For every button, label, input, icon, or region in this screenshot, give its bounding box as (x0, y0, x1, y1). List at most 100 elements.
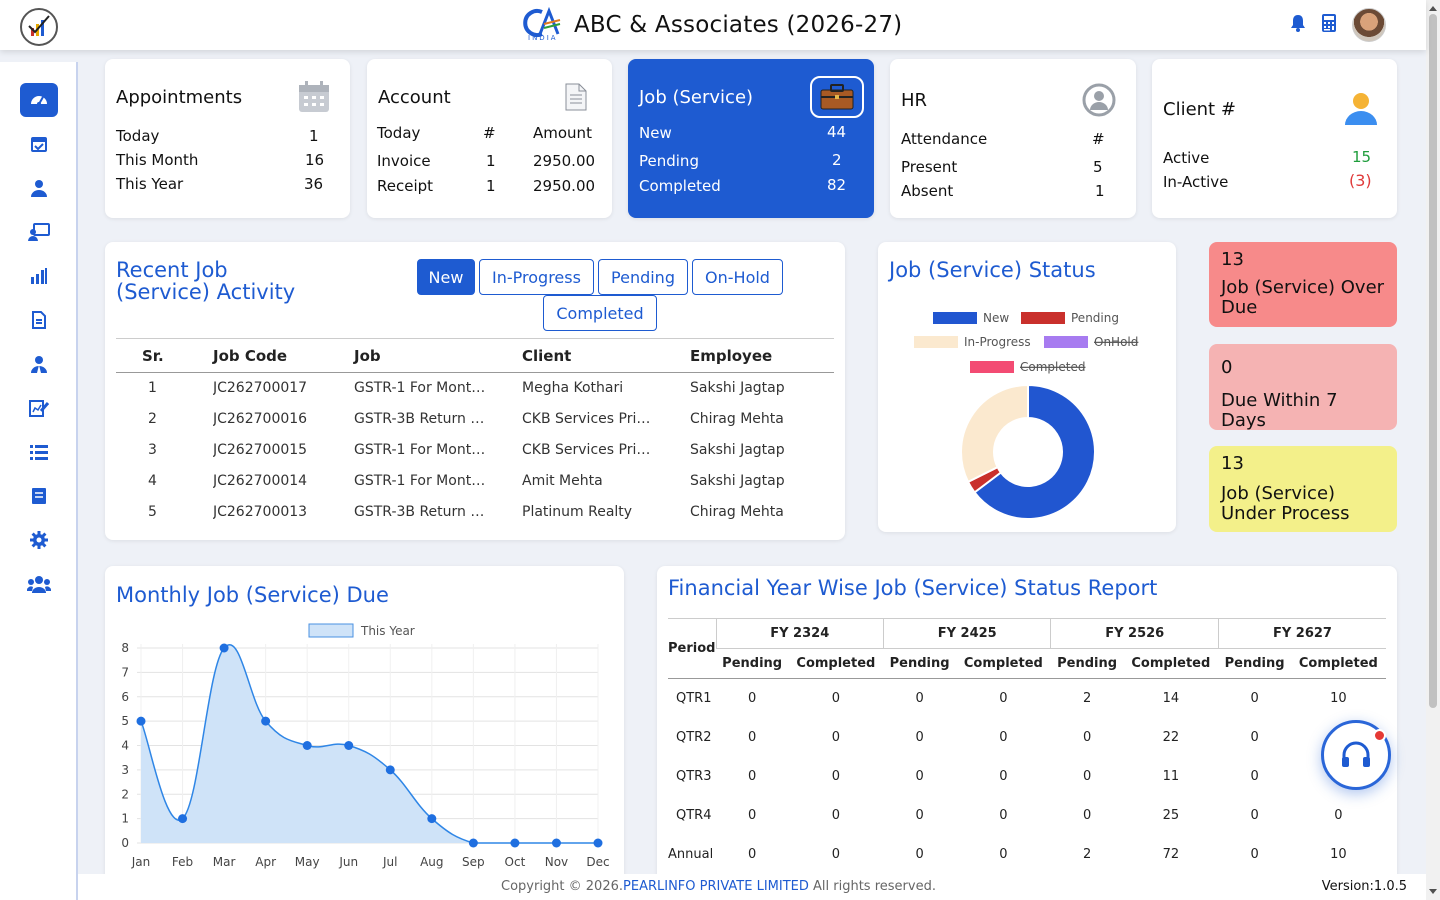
sidebar-item-clients[interactable] (20, 215, 58, 249)
data-point-sep[interactable] (468, 838, 478, 848)
table-row[interactable]: 5 JC262700013 GSTR-3B Return … Platinum Rea… (116, 497, 834, 528)
calculator-icon[interactable] (1322, 14, 1336, 36)
sidebar-item-ledger[interactable] (20, 479, 58, 513)
y-tick-label: 8 (121, 641, 129, 655)
legend-swatch[interactable] (1044, 336, 1088, 348)
table-row[interactable]: 2 JC262700016 GSTR-3B Return … CKB Services… (116, 404, 834, 435)
fy-value-cell: 0 (747, 807, 757, 823)
hr-card[interactable]: HR Attendance # Present 5 Absent 1 (890, 59, 1136, 218)
y-tick-label: 3 (121, 763, 129, 777)
fy-value-cell: 0 (915, 768, 924, 784)
account-count-header: # (483, 124, 496, 142)
tab-pending[interactable]: Pending (598, 259, 688, 295)
alert-due-7-days[interactable]: 0 Due Within 7 Days (1209, 344, 1397, 431)
fy-value-cell: 0 (747, 846, 757, 862)
table-row[interactable]: 4 JC262700014 GSTR-1 For Mont… Amit Mehta Sa… (116, 466, 834, 497)
sidebar-item-employees[interactable] (20, 347, 58, 381)
tab-in-progress[interactable]: In-Progress (479, 259, 594, 295)
client-cell: CKB Services Pri… (522, 442, 651, 458)
scroll-thumb[interactable] (1429, 14, 1437, 708)
data-point-jan[interactable] (136, 716, 146, 726)
alert-overdue[interactable]: 13 Job (Service) Over Due (1209, 242, 1397, 327)
legend-label[interactable]: Pending (1071, 311, 1119, 325)
fy-period-cell: QTR3 (676, 768, 712, 784)
appt-row-value: 1 (309, 127, 319, 145)
sidebar-item-documents[interactable] (20, 303, 58, 337)
book-icon (32, 488, 46, 504)
top-bar: INDIA ABC & Associates (2026-27) (0, 0, 1426, 50)
account-row-label: Invoice (377, 152, 431, 170)
data-point-oct[interactable] (510, 838, 520, 848)
legend-swatch[interactable] (933, 312, 977, 324)
fy-sub-row: Pending Completed Pending Completed Pendin… (668, 649, 1386, 679)
company-link[interactable]: PEARLINFO PRIVATE LIMITED (623, 879, 809, 894)
app-title: ABC & Associates (2026-27) (574, 12, 903, 38)
scroll-up-icon[interactable] (1426, 2, 1440, 14)
scroll-down-icon[interactable] (1426, 886, 1440, 898)
sidebar-item-appointments[interactable] (20, 127, 58, 161)
status-title: Job (Service) Status (889, 258, 1096, 282)
sidebar-item-settings[interactable] (20, 523, 58, 557)
sidebar-item-tasks[interactable] (20, 391, 58, 425)
account-row-label: Receipt (377, 177, 434, 195)
alert-count: 13 (1221, 453, 1244, 474)
appt-row-label: Today (116, 127, 160, 145)
alert-count: 0 (1221, 357, 1233, 378)
job-summary-card[interactable]: Job (Service) New 44 Pending 2 Completed… (628, 59, 874, 218)
account-amount-header: Amount (533, 124, 592, 142)
page-scrollbar[interactable] (1426, 0, 1440, 900)
legend-label[interactable]: Completed (1020, 360, 1085, 374)
alert-under-process[interactable]: 13 Job (Service) Under Process (1209, 446, 1397, 532)
tab-completed[interactable]: Completed (543, 295, 657, 331)
app-logo[interactable] (20, 8, 58, 46)
legend-label[interactable]: In-Progress (964, 335, 1031, 349)
data-point-may[interactable] (302, 741, 312, 750)
tab-on-hold[interactable]: On-Hold (692, 259, 783, 295)
support-chat-button[interactable] (1321, 720, 1391, 790)
data-point-apr[interactable] (261, 716, 271, 726)
table-header-row: Sr. Job Code Job Client Employee (116, 338, 834, 373)
user-avatar[interactable] (1352, 8, 1386, 42)
x-tick-label: Apr (255, 855, 276, 869)
legend-swatch[interactable] (308, 623, 354, 638)
data-point-nov[interactable] (551, 838, 561, 848)
client-card[interactable]: Client # Active 15 In-Active (3) (1152, 59, 1397, 218)
table-row[interactable]: 3 JC262700015 GSTR-1 For Mont… CKB Services… (116, 435, 834, 466)
donut-slice-in-progress[interactable] (960, 383, 1029, 484)
legend-swatch[interactable] (1021, 312, 1065, 324)
donut-slice-new[interactable] (973, 383, 1096, 520)
account-row-count: 1 (486, 152, 496, 170)
sidebar-item-dashboard[interactable] (20, 83, 58, 117)
legend-label[interactable]: This Year (360, 624, 415, 638)
client-cell: Megha Kothari (522, 380, 624, 397)
sidebar-item-reports[interactable] (20, 259, 58, 293)
legend-label[interactable]: OnHold (1094, 335, 1138, 349)
fy-value-cell: 0 (1250, 846, 1259, 862)
fy-value-cell: 0 (1250, 807, 1259, 823)
data-point-dec[interactable] (593, 838, 603, 848)
fy-sub-completed: Completed (963, 656, 1043, 671)
legend-swatch[interactable] (970, 361, 1014, 373)
appointments-card[interactable]: Appointments Today 1 This Month 16 This … (105, 59, 350, 218)
sidebar-item-users[interactable] (20, 171, 58, 205)
data-point-aug[interactable] (427, 814, 437, 824)
calendar-icon (298, 81, 330, 117)
user-tie-icon (31, 356, 47, 373)
sidebar-item-team[interactable] (20, 567, 58, 601)
job-cell: GSTR-1 For Mont… (354, 473, 486, 489)
legend-label[interactable]: New (983, 311, 1009, 325)
data-point-jun[interactable] (344, 741, 354, 750)
fy-sub-pending: Pending (1224, 656, 1285, 671)
account-card[interactable]: Account Today # Amount Invoice 1 2950.00… (367, 59, 612, 218)
bell-icon[interactable] (1290, 14, 1306, 36)
tab-new[interactable]: New (417, 259, 475, 295)
table-row[interactable]: 1 JC262700017 GSTR-1 For Mont… Megha Kothar… (116, 373, 834, 404)
sr-cell: 5 (148, 504, 157, 520)
legend-swatch[interactable] (914, 336, 958, 348)
data-point-mar[interactable] (219, 643, 229, 653)
data-point-jul[interactable] (385, 765, 395, 775)
client-cell: Platinum Realty (522, 504, 633, 520)
sidebar-item-list[interactable] (20, 435, 58, 469)
data-point-feb[interactable] (178, 814, 188, 824)
fy-value-cell: 0 (999, 807, 1008, 823)
